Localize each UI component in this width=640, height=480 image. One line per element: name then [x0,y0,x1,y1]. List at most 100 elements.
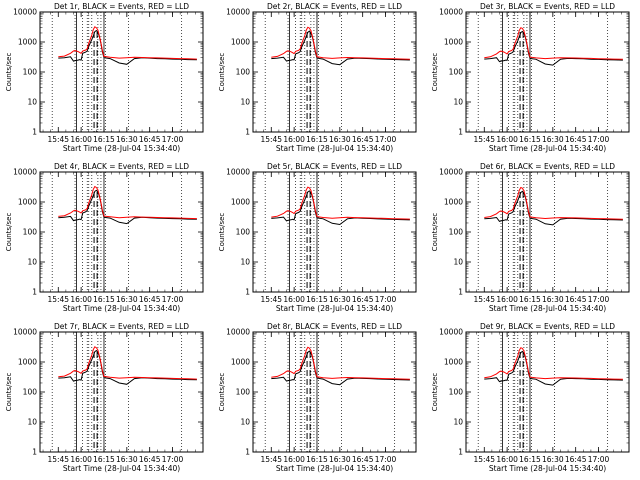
y-tick-label: 10 [240,258,250,267]
y-tick-label: 10000 [439,328,463,337]
y-tick-label: 100 [23,68,38,77]
x-axis-label: Start Time (28-Jul-04 15:34:40) [276,464,393,473]
x-tick-label: 16:30 [329,455,351,464]
x-tick-label: 16:30 [329,295,351,304]
y-axis-label: Counts/sec [5,373,13,412]
panel-title: Det 4r, BLACK = Events, RED = LLD [54,162,189,171]
series-line [484,190,623,226]
y-tick-label: 1 [32,128,37,137]
series-line [484,27,623,60]
panel-title: Det 1r, BLACK = Events, RED = LLD [54,2,189,11]
panel-title: Det 8r, BLACK = Events, RED = LLD [267,322,402,331]
y-tick-label: 100 [23,388,38,397]
series-line [484,350,623,386]
x-tick-label: 16:45 [565,295,587,304]
plot-frame [252,171,417,293]
y-tick-label: 1000 [444,358,463,367]
detector-panel: 1 10 100 1000 10000 15:45 16:00 16:15 16:30 16:45… [431,2,630,153]
series-line [484,347,623,380]
detector-panel: 1 10 100 1000 10000 15:45 16:00 16:15 16:30 16:45… [218,162,417,313]
x-tick-label: 16:00 [283,135,305,144]
x-tick-label: 16:45 [139,455,161,464]
panel-title: Det 6r, BLACK = Events, RED = LLD [480,162,615,171]
series-line [58,29,197,65]
plot-frame [465,11,630,133]
y-tick-label: 10 [453,418,463,427]
y-tick-label: 100 [236,228,251,237]
x-tick-label: 16:30 [116,455,138,464]
y-tick-label: 1 [245,288,250,297]
y-axis-label: Counts/sec [218,213,226,252]
y-axis-label: Counts/sec [431,53,439,92]
panel-title: Det 7r, BLACK = Events, RED = LLD [54,322,189,331]
y-tick-label: 100 [449,228,464,237]
x-tick-label: 16:00 [496,455,518,464]
x-axis-label: Start Time (28-Jul-04 15:34:40) [276,144,393,153]
x-tick-label: 16:15 [306,455,328,464]
y-axis-label: Counts/sec [5,213,13,252]
y-axis-label: Counts/sec [218,53,226,92]
x-tick-label: 16:15 [519,295,541,304]
x-tick-label: 15:45 [260,295,282,304]
x-tick-label: 16:15 [306,135,328,144]
x-tick-label: 16:00 [283,455,305,464]
y-tick-label: 10 [453,98,463,107]
x-tick-label: 16:15 [306,295,328,304]
y-axis-label: Counts/sec [5,53,13,92]
x-tick-label: 16:30 [329,135,351,144]
y-tick-label: 1000 [231,38,250,47]
x-tick-label: 16:00 [70,135,92,144]
x-tick-label: 16:45 [352,295,374,304]
x-tick-label: 16:30 [542,135,564,144]
plot-frame [252,331,417,453]
x-axis-label: Start Time (28-Jul-04 15:34:40) [489,144,606,153]
plot-frame [39,331,204,453]
x-tick-label: 15:45 [260,455,282,464]
x-tick-label: 15:45 [473,455,495,464]
x-tick-label: 15:45 [47,135,69,144]
x-tick-label: 16:45 [139,295,161,304]
x-tick-label: 16:00 [70,295,92,304]
detector-panel: 1 10 100 1000 10000 15:45 16:00 16:15 16:30 16:45… [5,2,204,153]
x-tick-label: 16:00 [496,295,518,304]
series-line [484,30,623,66]
y-axis-label: Counts/sec [431,373,439,412]
plot-frame [252,11,417,133]
series-line [271,30,410,66]
x-tick-label: 16:45 [565,135,587,144]
y-axis-label: Counts/sec [431,213,439,252]
panel-title: Det 3r, BLACK = Events, RED = LLD [480,2,615,11]
x-tick-label: 16:00 [70,455,92,464]
x-tick-label: 16:30 [116,295,138,304]
series-line [58,26,197,60]
series-line [271,190,410,226]
x-tick-label: 15:45 [47,455,69,464]
x-tick-label: 16:45 [565,455,587,464]
y-tick-label: 10000 [13,168,37,177]
y-tick-label: 10 [27,418,37,427]
y-tick-label: 1000 [18,198,37,207]
detector-panel: 1 10 100 1000 10000 15:45 16:00 16:15 16:30 16:45… [218,322,417,473]
series-line [271,186,410,220]
series-line [58,349,197,385]
plot-frame [39,171,204,293]
detector-panel: 1 10 100 1000 10000 15:45 16:00 16:15 16:30 16:45… [431,162,630,313]
y-tick-label: 10000 [226,328,250,337]
plot-frame [465,171,630,293]
x-tick-label: 16:30 [542,455,564,464]
x-axis-label: Start Time (28-Jul-04 15:34:40) [63,464,180,473]
y-tick-label: 1 [458,128,463,137]
x-tick-label: 15:45 [47,295,69,304]
y-tick-label: 1000 [231,198,250,207]
y-tick-label: 10000 [439,168,463,177]
y-axis-label: Counts/sec [218,373,226,412]
y-tick-label: 10 [453,258,463,267]
panel-title: Det 9r, BLACK = Events, RED = LLD [480,322,615,331]
series-line [58,185,197,220]
plot-frame [465,331,630,453]
y-tick-label: 1000 [18,358,37,367]
x-tick-label: 17:00 [588,295,610,304]
y-tick-label: 1 [458,288,463,297]
y-tick-label: 1000 [444,38,463,47]
y-tick-label: 10000 [13,328,37,337]
